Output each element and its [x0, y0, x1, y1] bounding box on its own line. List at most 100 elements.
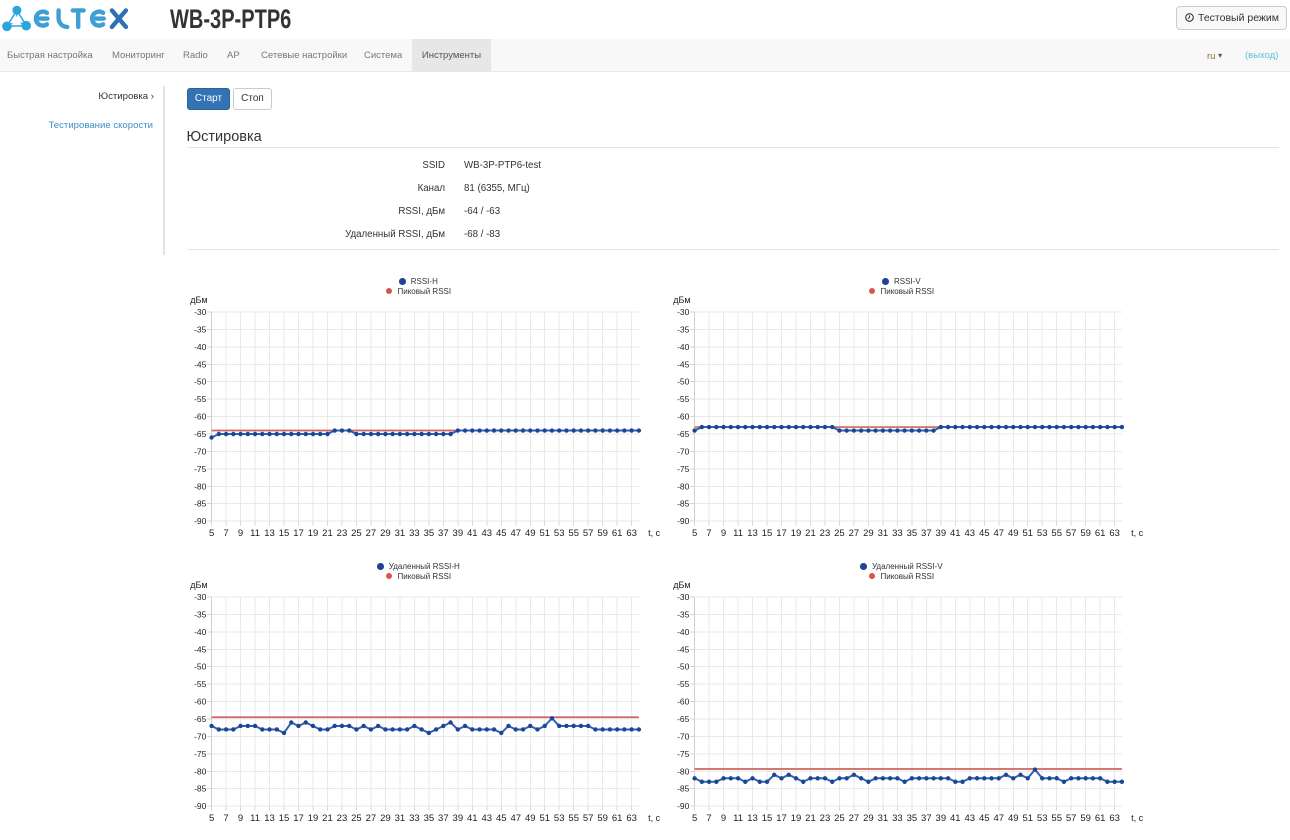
svg-text:-55: -55	[677, 394, 690, 404]
svg-text:-90: -90	[677, 801, 690, 811]
svg-text:-50: -50	[677, 377, 690, 387]
svg-text:41: 41	[467, 528, 478, 539]
svg-text:11: 11	[733, 813, 743, 824]
svg-text:35: 35	[907, 813, 918, 824]
svg-text:59: 59	[1080, 813, 1091, 824]
svg-text:t, c: t, c	[1131, 813, 1144, 823]
svg-text:дБм: дБм	[673, 295, 690, 305]
svg-text:49: 49	[1008, 528, 1019, 539]
svg-text:дБм: дБм	[673, 580, 690, 590]
svg-text:23: 23	[820, 813, 831, 824]
svg-text:5: 5	[209, 528, 214, 539]
svg-text:13: 13	[264, 528, 275, 539]
svg-text:-90: -90	[194, 516, 207, 526]
svg-text:25: 25	[351, 528, 362, 539]
svg-text:-75: -75	[194, 464, 207, 474]
svg-text:-90: -90	[194, 801, 207, 811]
svg-text:21: 21	[805, 528, 816, 539]
svg-text:19: 19	[308, 528, 319, 539]
svg-text:39: 39	[936, 528, 947, 539]
svg-text:55: 55	[1051, 813, 1062, 824]
svg-text:21: 21	[322, 528, 333, 539]
svg-text:57: 57	[583, 813, 594, 824]
svg-text:15: 15	[762, 528, 773, 539]
svg-text:19: 19	[791, 813, 802, 824]
svg-text:43: 43	[482, 813, 493, 824]
svg-text:49: 49	[525, 813, 536, 824]
svg-text:53: 53	[1037, 813, 1048, 824]
svg-text:-35: -35	[677, 324, 690, 334]
svg-text:15: 15	[762, 813, 773, 824]
svg-text:t, c: t, c	[648, 813, 661, 823]
svg-text:-45: -45	[194, 644, 207, 654]
svg-text:-50: -50	[677, 662, 690, 672]
svg-text:t, c: t, c	[1131, 528, 1144, 538]
svg-text:57: 57	[1066, 528, 1077, 539]
svg-text:23: 23	[820, 528, 831, 539]
svg-text:45: 45	[979, 813, 990, 824]
svg-text:59: 59	[1080, 528, 1091, 539]
svg-text:7: 7	[223, 813, 228, 824]
svg-text:-45: -45	[677, 644, 690, 654]
svg-text:-55: -55	[194, 679, 207, 689]
svg-text:13: 13	[747, 528, 758, 539]
svg-text:31: 31	[878, 813, 889, 824]
svg-text:61: 61	[612, 813, 623, 824]
svg-text:-70: -70	[677, 446, 690, 456]
svg-text:13: 13	[747, 813, 758, 824]
svg-text:-45: -45	[194, 359, 207, 369]
svg-text:15: 15	[279, 528, 290, 539]
svg-text:35: 35	[907, 528, 918, 539]
svg-text:5: 5	[692, 813, 697, 824]
svg-text:47: 47	[510, 528, 521, 539]
svg-text:-30: -30	[194, 592, 207, 602]
svg-text:63: 63	[1109, 528, 1120, 539]
svg-text:51: 51	[539, 528, 550, 539]
svg-text:-75: -75	[194, 749, 207, 759]
svg-text:45: 45	[979, 528, 990, 539]
svg-text:27: 27	[366, 528, 377, 539]
svg-text:47: 47	[993, 528, 1004, 539]
svg-text:-50: -50	[194, 377, 207, 387]
svg-text:23: 23	[337, 528, 348, 539]
svg-text:63: 63	[626, 813, 637, 824]
svg-text:55: 55	[1051, 528, 1062, 539]
svg-text:-80: -80	[194, 766, 207, 776]
svg-text:43: 43	[965, 528, 976, 539]
svg-text:5: 5	[692, 528, 697, 539]
svg-text:29: 29	[863, 813, 874, 824]
svg-text:49: 49	[525, 528, 536, 539]
svg-text:43: 43	[482, 528, 493, 539]
svg-text:35: 35	[424, 528, 435, 539]
svg-text:-70: -70	[677, 731, 690, 741]
svg-text:t, c: t, c	[648, 528, 661, 538]
svg-text:11: 11	[733, 528, 743, 539]
svg-text:53: 53	[554, 813, 565, 824]
svg-text:23: 23	[337, 813, 348, 824]
svg-text:35: 35	[424, 813, 435, 824]
svg-text:-35: -35	[677, 609, 690, 619]
svg-text:17: 17	[776, 813, 787, 824]
svg-text:59: 59	[597, 813, 608, 824]
svg-text:25: 25	[351, 813, 362, 824]
svg-text:-35: -35	[194, 324, 207, 334]
svg-text:61: 61	[1095, 813, 1106, 824]
svg-text:57: 57	[1066, 813, 1077, 824]
svg-text:-85: -85	[677, 499, 690, 509]
svg-text:49: 49	[1008, 813, 1019, 824]
svg-text:-30: -30	[194, 307, 207, 317]
svg-text:37: 37	[438, 528, 449, 539]
svg-text:9: 9	[721, 528, 726, 539]
svg-text:47: 47	[510, 813, 521, 824]
svg-text:27: 27	[849, 813, 860, 824]
svg-text:-50: -50	[194, 662, 207, 672]
svg-text:11: 11	[250, 528, 260, 539]
svg-text:-85: -85	[194, 499, 207, 509]
svg-text:7: 7	[223, 528, 228, 539]
svg-text:29: 29	[863, 528, 874, 539]
svg-text:-40: -40	[194, 627, 207, 637]
svg-text:53: 53	[554, 528, 565, 539]
svg-text:дБм: дБм	[190, 580, 207, 590]
svg-text:39: 39	[936, 813, 947, 824]
svg-text:-35: -35	[194, 609, 207, 619]
